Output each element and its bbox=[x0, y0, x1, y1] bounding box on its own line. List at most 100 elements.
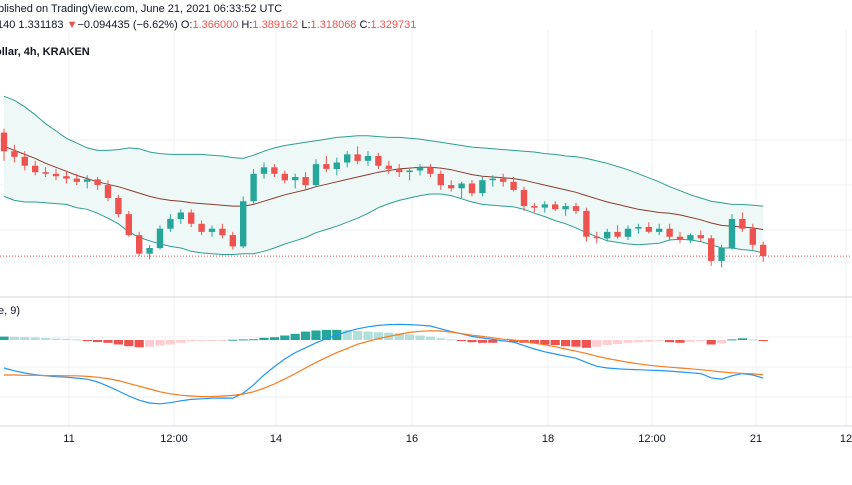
macd-histogram-bar bbox=[0, 336, 9, 340]
macd-histogram bbox=[0, 329, 768, 348]
macd-histogram-bar bbox=[41, 338, 51, 340]
macd-histogram-bar bbox=[394, 333, 404, 340]
candle-body bbox=[11, 151, 18, 157]
bollinger-upper-line bbox=[3, 95, 764, 207]
close-label: C: bbox=[359, 19, 371, 31]
candle-body bbox=[344, 154, 351, 163]
low-label: L: bbox=[301, 19, 311, 31]
candle-body bbox=[73, 178, 80, 182]
macd-histogram-bar bbox=[259, 337, 269, 340]
macd-histogram-bar bbox=[685, 340, 695, 342]
candle-body bbox=[510, 181, 517, 190]
last-price: 1.331183 bbox=[18, 19, 64, 31]
candle-body bbox=[188, 212, 195, 224]
candle-body bbox=[219, 228, 226, 236]
candle-body bbox=[520, 189, 528, 206]
candle-body bbox=[593, 236, 600, 239]
candle-body bbox=[177, 212, 184, 219]
macd-histogram-bar bbox=[113, 340, 123, 345]
macd-histogram-bar bbox=[363, 331, 373, 340]
open-value: 1.366000 bbox=[192, 19, 239, 31]
candle-body bbox=[458, 183, 465, 189]
candle-body bbox=[708, 238, 715, 261]
candle-body bbox=[583, 210, 590, 237]
candle-body bbox=[146, 248, 153, 254]
candle-body bbox=[208, 228, 216, 232]
macd-histogram-bar bbox=[550, 340, 560, 345]
candle-body bbox=[52, 173, 60, 177]
macd-histogram-bar bbox=[675, 340, 685, 343]
candle-body bbox=[375, 156, 382, 166]
macd-histogram-bar bbox=[249, 339, 259, 341]
macd-histogram-bar bbox=[20, 337, 30, 340]
candle-body bbox=[104, 185, 112, 198]
candle-body bbox=[42, 172, 49, 174]
open-label: O: bbox=[180, 19, 193, 31]
candle-body bbox=[697, 235, 704, 239]
macd-histogram-bar bbox=[176, 340, 186, 343]
x-axis-tick-label: 16 bbox=[406, 433, 418, 445]
published-text: blished on TradingView.com, June 21, 202… bbox=[0, 3, 283, 15]
candle-body bbox=[63, 176, 70, 179]
macd-indicator-label[interactable]: e, 9) bbox=[0, 305, 20, 317]
macd-histogram-bar bbox=[207, 340, 217, 341]
candle-body bbox=[666, 228, 673, 237]
macd-histogram-bar bbox=[145, 340, 155, 347]
macd-histogram-bar bbox=[644, 340, 654, 342]
macd-histogram-bar bbox=[727, 339, 737, 341]
macd-histogram-bar bbox=[311, 330, 321, 340]
macd-histogram-bar bbox=[301, 331, 311, 340]
candle-body bbox=[156, 228, 164, 249]
macd-histogram-bar bbox=[446, 339, 456, 341]
candle-body bbox=[500, 178, 507, 182]
candle-body bbox=[229, 235, 236, 247]
candle-body bbox=[312, 164, 320, 186]
macd-histogram-bar bbox=[280, 335, 290, 340]
ohlc-legend: 140 1.331183 ▼−0.094435 (−6.62%) O:1.366… bbox=[0, 18, 416, 32]
candle-body bbox=[614, 231, 621, 237]
x-axis-tick-label: 12:00 bbox=[160, 433, 188, 445]
candle-body bbox=[676, 236, 684, 240]
x-axis-tick-label: 12:00 bbox=[638, 433, 666, 445]
candle-body bbox=[94, 179, 101, 185]
macd-histogram-bar bbox=[321, 329, 331, 340]
candle-body bbox=[354, 154, 361, 161]
macd-histogram-bar bbox=[373, 332, 383, 340]
macd-lines bbox=[3, 323, 764, 405]
candle-body bbox=[271, 167, 278, 174]
macd-histogram-bar bbox=[197, 340, 207, 341]
macd-histogram-bar bbox=[51, 338, 61, 340]
macd-histogram-bar bbox=[124, 340, 134, 347]
candle-body bbox=[760, 244, 767, 257]
candle-body bbox=[292, 177, 299, 181]
candle-body bbox=[427, 167, 434, 174]
macd-histogram-bar bbox=[665, 340, 675, 343]
symbol-text: ollar, 4h, KRAKEN bbox=[0, 46, 90, 58]
macd-label-text: e, 9) bbox=[0, 305, 21, 317]
macd-histogram-bar bbox=[9, 336, 19, 340]
candle-body bbox=[32, 165, 39, 173]
candle-body bbox=[198, 223, 205, 232]
candle-body bbox=[531, 206, 538, 208]
macd-histogram-bar bbox=[717, 340, 727, 344]
high-value: 1.389162 bbox=[252, 19, 299, 31]
candle-body bbox=[728, 219, 736, 249]
down-arrow-icon: ▼ bbox=[66, 19, 78, 31]
macd-histogram-bar bbox=[269, 337, 279, 340]
candle-body bbox=[562, 206, 569, 210]
macd-line bbox=[3, 323, 764, 405]
candle-body bbox=[125, 214, 132, 236]
candle-body bbox=[385, 165, 392, 169]
candle-body bbox=[656, 228, 663, 232]
candle-body bbox=[739, 219, 746, 229]
symbol-title[interactable]: ollar, 4h, KRAKEN bbox=[0, 45, 90, 59]
macd-histogram-bar bbox=[654, 340, 664, 342]
macd-histogram-bar bbox=[706, 340, 716, 345]
macd-histogram-bar bbox=[509, 340, 519, 343]
macd-histogram-bar bbox=[467, 340, 477, 343]
candle-body bbox=[624, 228, 632, 237]
macd-histogram-bar bbox=[155, 340, 165, 346]
candle-body bbox=[323, 164, 330, 169]
candle-body bbox=[468, 183, 476, 194]
